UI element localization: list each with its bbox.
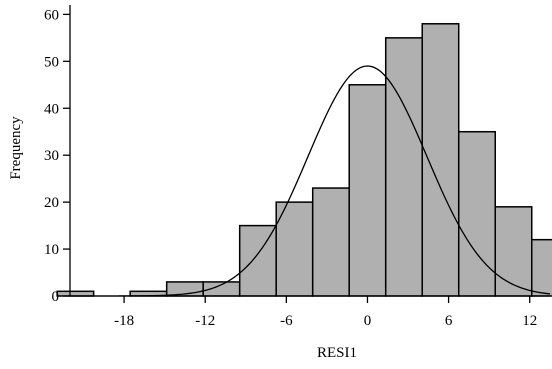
- x-tick-label: -12: [195, 313, 215, 329]
- y-tick-label: 60: [44, 7, 59, 23]
- y-tick-label: 50: [44, 54, 59, 70]
- x-tick-label: -6: [280, 313, 293, 329]
- y-tick-label: 40: [44, 101, 59, 117]
- y-axis-ticks: 0 10 20 30 40 50 60: [44, 7, 70, 305]
- axes: [69, 5, 550, 297]
- x-tick-label: 6: [445, 313, 453, 329]
- histogram-bar: [457, 130, 496, 297]
- y-tick-label: 20: [44, 195, 59, 211]
- histogram-bars: [56, 23, 552, 297]
- x-tick-label: 12: [522, 313, 537, 329]
- histogram-bar: [494, 206, 533, 297]
- histogram-bar: [275, 201, 314, 297]
- x-axis-ticks: -18 -12 -6 0 6 12: [114, 296, 537, 329]
- histogram-bar: [348, 84, 387, 297]
- y-tick-label: 0: [52, 289, 60, 305]
- y-axis-label: Frequency: [8, 116, 24, 180]
- x-tick-label: -18: [114, 313, 134, 329]
- histogram-bar: [530, 238, 552, 297]
- x-tick-label: 0: [364, 313, 372, 329]
- x-axis-label: RESI1: [317, 345, 357, 361]
- y-tick-label: 30: [44, 148, 59, 164]
- histogram-bar: [311, 187, 350, 297]
- y-tick-label: 10: [44, 242, 59, 258]
- histogram-bar: [56, 290, 95, 297]
- histogram-bar: [384, 37, 423, 297]
- histogram-bar: [238, 224, 277, 297]
